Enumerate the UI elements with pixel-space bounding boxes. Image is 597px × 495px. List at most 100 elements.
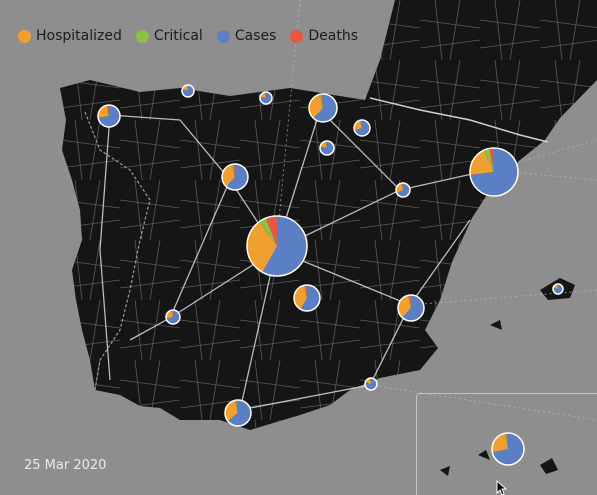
pie-slice-hospitalized xyxy=(247,221,277,273)
date-label: 25 Mar 2020 xyxy=(24,458,107,473)
pie-murcia[interactable] xyxy=(364,377,378,391)
pie-navarra[interactable] xyxy=(353,119,371,137)
orange-dot-icon xyxy=(18,29,31,43)
pie-aragon[interactable] xyxy=(395,182,411,198)
pie-slice-critical xyxy=(483,148,494,172)
pie-slice-critical xyxy=(360,120,362,128)
la-palma-island xyxy=(440,466,450,476)
pie-galicia[interactable] xyxy=(97,104,121,128)
pie-slice-hospitalized xyxy=(365,378,371,384)
pie-slice-hospitalized xyxy=(553,284,558,289)
pie-slice-deaths xyxy=(402,183,403,190)
legend-label: Critical xyxy=(153,28,203,44)
pie-slice-hospitalized xyxy=(294,285,307,310)
pie-outline xyxy=(397,294,425,322)
pie-baleares[interactable] xyxy=(552,283,564,295)
legend-label: Hospitalized xyxy=(36,28,122,44)
red-dot-icon xyxy=(290,29,304,43)
tenerife-island xyxy=(540,458,558,474)
pie-slice-hospitalized xyxy=(320,141,327,148)
pie-comunidad-valenciana[interactable] xyxy=(397,294,425,322)
pie-outline xyxy=(221,163,249,191)
pie-slice-cases xyxy=(166,310,181,325)
pie-slice-critical xyxy=(325,141,327,148)
legend-label: Deaths xyxy=(308,28,359,44)
legend-item-cases[interactable]: Cases xyxy=(216,28,277,44)
pie-slice-cases xyxy=(98,105,120,128)
pie-madrid[interactable] xyxy=(246,215,308,277)
pie-slice-cases xyxy=(313,94,338,123)
pie-outline xyxy=(97,104,121,128)
pie-slice-deaths xyxy=(265,216,277,246)
pie-outline xyxy=(308,93,338,123)
legend-item-critical[interactable]: Critical xyxy=(135,28,203,44)
pie-slice-critical xyxy=(186,85,188,91)
canary-islands-inset xyxy=(416,393,597,495)
pie-slice-deaths xyxy=(326,141,327,148)
pie-slice-deaths xyxy=(305,285,307,298)
green-dot-icon xyxy=(135,29,149,43)
pie-outline xyxy=(246,215,308,277)
pie-slice-deaths xyxy=(233,164,235,177)
legend-item-hospitalized[interactable]: Hospitalized xyxy=(18,28,122,44)
pie-slice-deaths xyxy=(321,94,323,108)
road-texture xyxy=(60,0,597,430)
pie-slice-cases xyxy=(396,183,410,197)
pie-slice-critical xyxy=(407,295,411,308)
pie-slice-cases xyxy=(262,216,307,277)
pie-slice-cases xyxy=(300,285,321,312)
pie-slice-critical xyxy=(171,310,173,317)
pie-outline xyxy=(469,147,519,197)
pie-pais-vasco[interactable] xyxy=(308,93,338,123)
pie-slice-cases xyxy=(470,148,518,197)
pie-slice-deaths xyxy=(236,400,238,413)
pie-slice-critical xyxy=(318,94,323,108)
pie-slice-deaths xyxy=(505,433,508,449)
pie-layer xyxy=(97,84,564,466)
pie-slice-deaths xyxy=(172,310,173,317)
pie-slice-critical xyxy=(557,284,558,289)
pie-slice-hospitalized xyxy=(398,295,411,318)
pie-castilla-y-leon[interactable] xyxy=(221,163,249,191)
pie-outline xyxy=(491,432,525,466)
legend-item-deaths[interactable]: Deaths xyxy=(290,28,358,44)
pie-outline xyxy=(259,91,273,105)
pie-slice-hospitalized xyxy=(309,94,323,119)
pie-outline xyxy=(224,399,252,427)
pie-outline xyxy=(353,119,371,137)
pie-slice-critical xyxy=(504,433,508,449)
ibiza-island xyxy=(490,320,502,330)
pie-slice-deaths xyxy=(409,295,411,308)
pie-outline xyxy=(319,140,335,156)
legend-label: Cases xyxy=(234,28,277,44)
pie-slice-deaths xyxy=(360,120,362,128)
pie-slice-deaths xyxy=(489,148,494,172)
pie-cataluna[interactable] xyxy=(469,147,519,197)
pie-slice-hospitalized xyxy=(166,310,173,319)
pie-slice-hospitalized xyxy=(182,85,188,91)
pie-cantabria[interactable] xyxy=(259,91,273,105)
pie-castilla-la-mancha[interactable] xyxy=(293,284,321,312)
pie-asturias[interactable] xyxy=(181,84,195,98)
portugal-border xyxy=(84,111,151,391)
pie-outline xyxy=(165,309,181,325)
pie-slice-cases xyxy=(226,164,248,190)
pie-slice-cases xyxy=(227,400,252,427)
pie-outline xyxy=(364,377,378,391)
pie-slice-critical xyxy=(230,164,235,177)
legend: Hospitalized Critical Cases Deaths xyxy=(18,28,358,44)
pie-slice-hospitalized xyxy=(225,400,238,422)
pie-slice-deaths xyxy=(107,105,109,116)
pie-slice-cases xyxy=(354,120,370,136)
pie-outline xyxy=(293,284,321,312)
pie-canarias[interactable] xyxy=(491,432,525,466)
pie-extremadura[interactable] xyxy=(165,309,181,325)
pie-la-rioja[interactable] xyxy=(319,140,335,156)
pie-slice-critical xyxy=(106,105,109,116)
blue-dot-icon xyxy=(216,29,230,43)
pie-andalucia[interactable] xyxy=(224,399,252,427)
pie-outline xyxy=(552,283,564,295)
pie-slice-hospitalized xyxy=(260,92,266,98)
